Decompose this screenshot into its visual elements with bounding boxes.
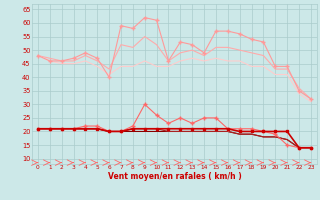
X-axis label: Vent moyen/en rafales ( km/h ): Vent moyen/en rafales ( km/h ) (108, 172, 241, 181)
